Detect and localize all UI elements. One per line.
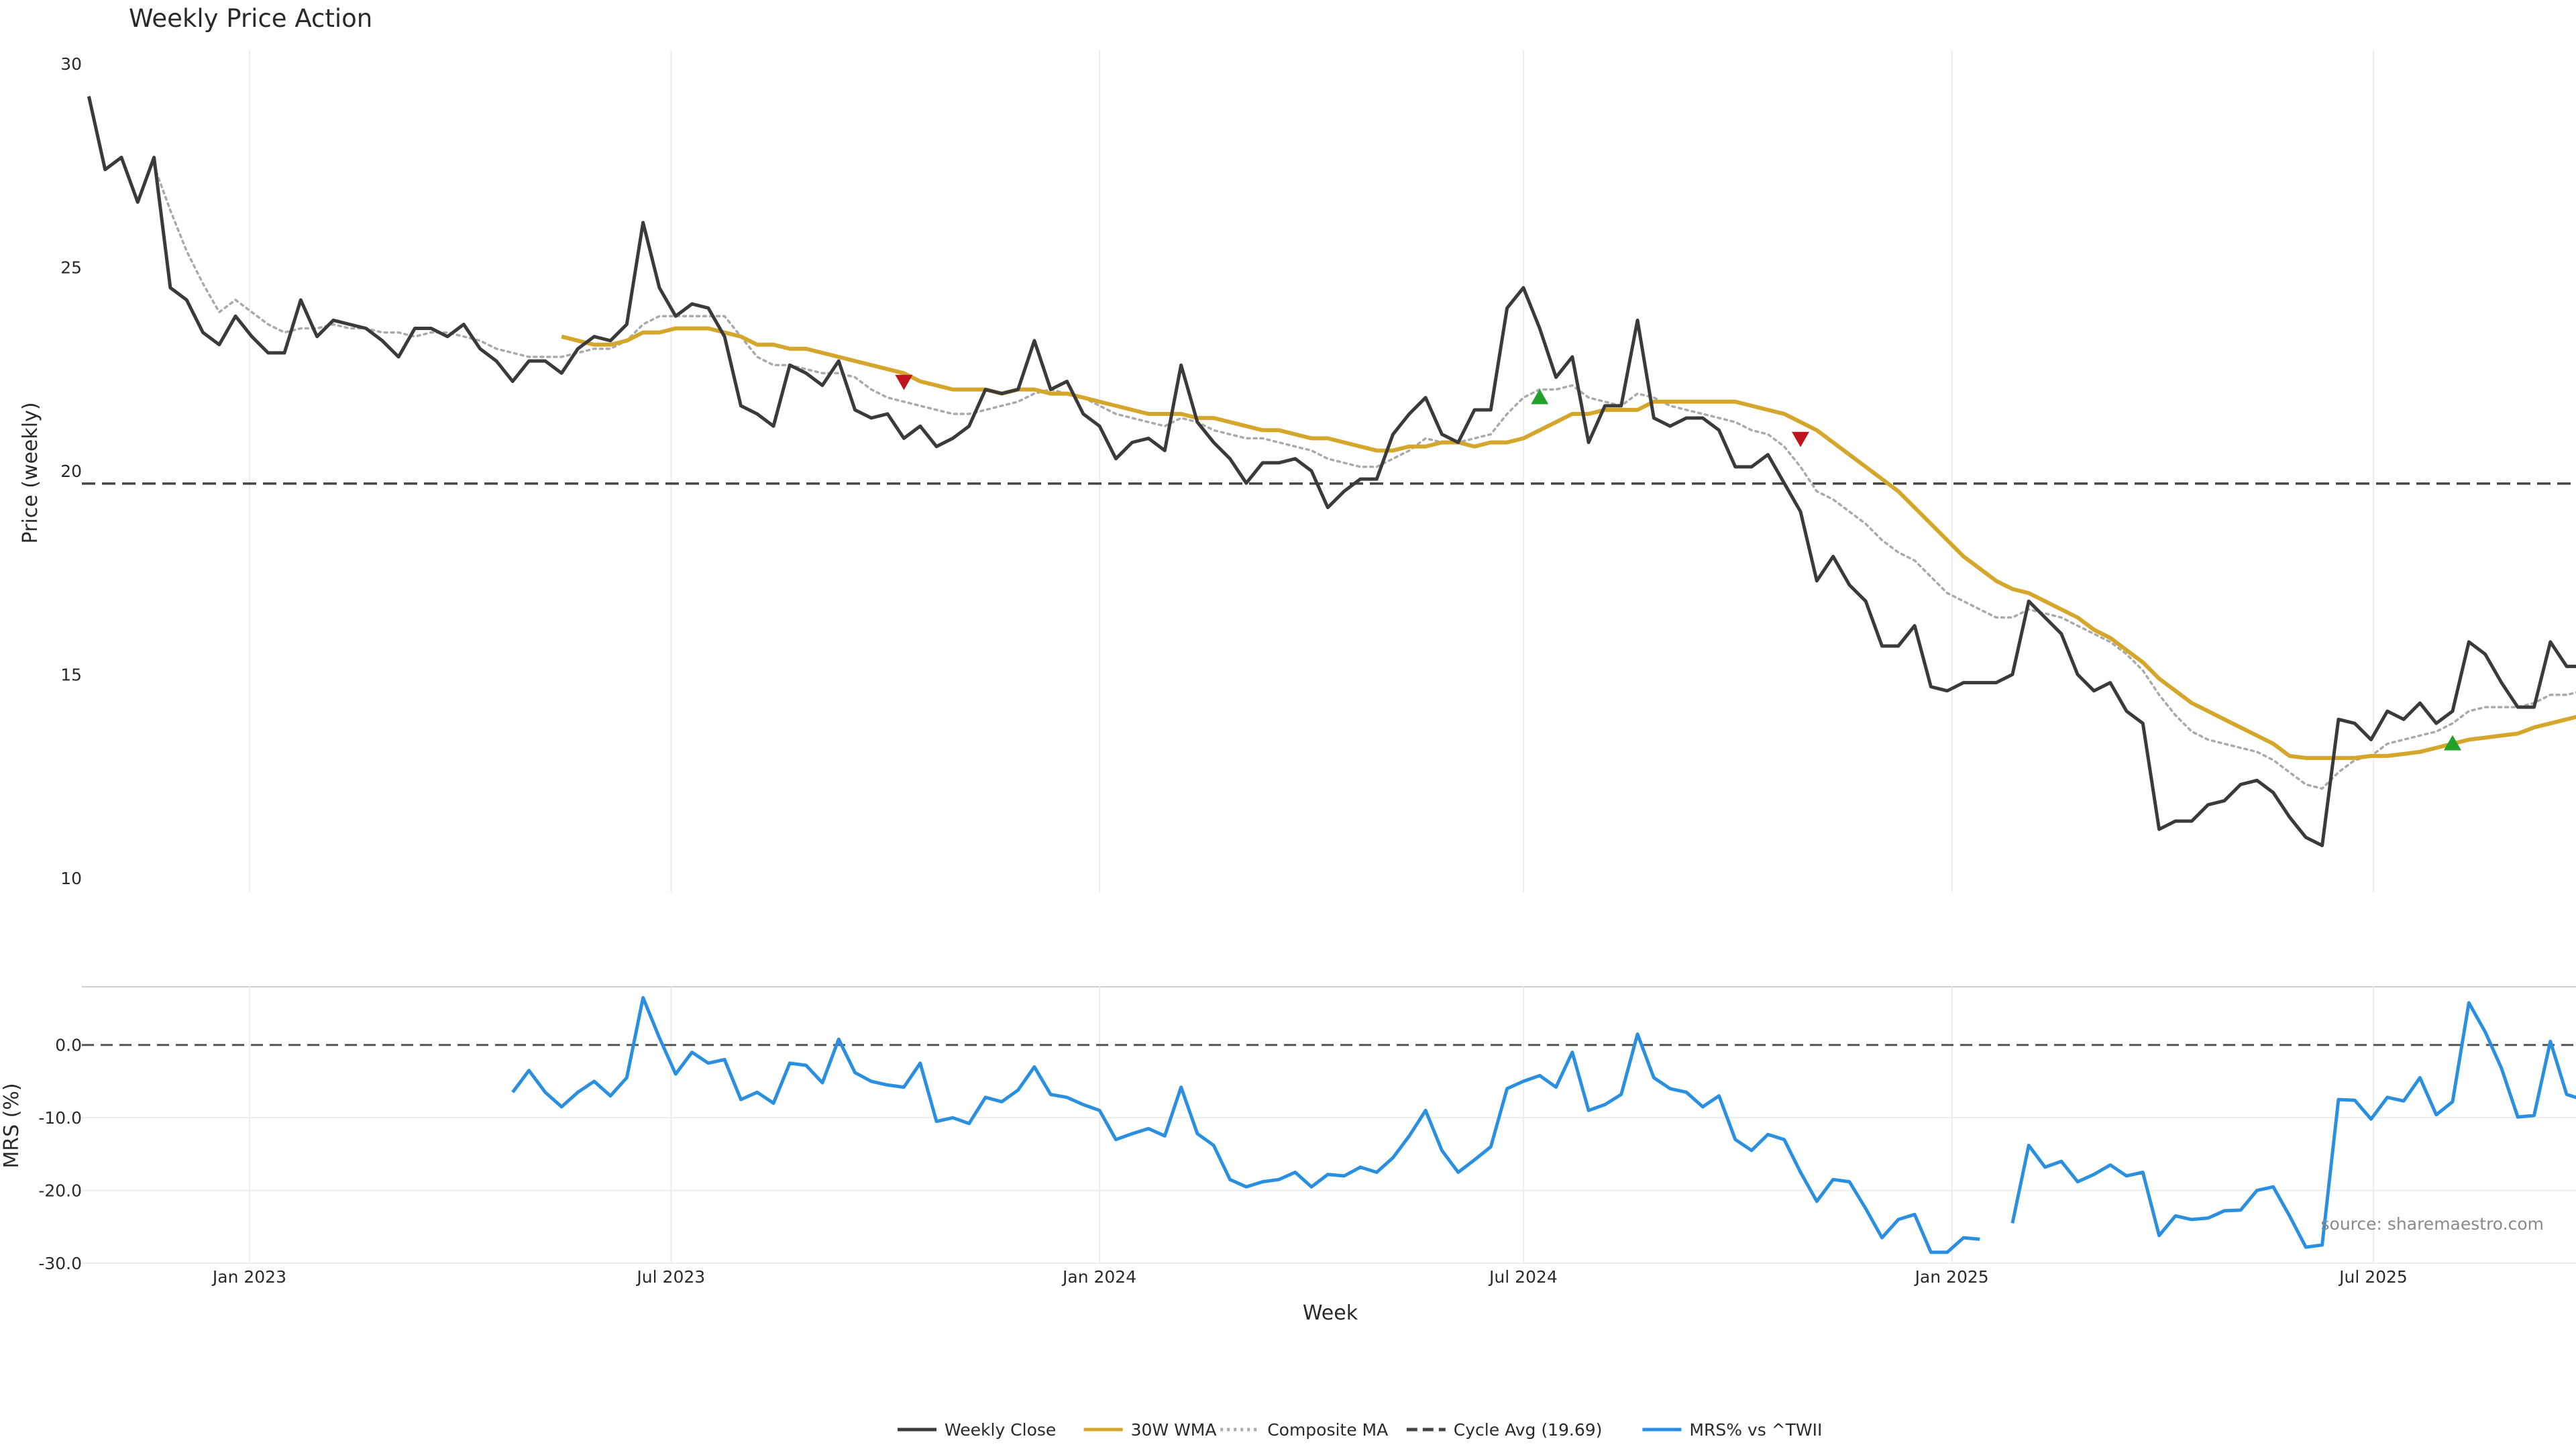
x-tick-label: Jul 2025	[2338, 1267, 2408, 1287]
price-y-tick-label: 15	[60, 665, 82, 685]
mrs-y-tick-label: 0.0	[55, 1036, 82, 1055]
mrs-y-axis-label: MRS (%)	[0, 1083, 23, 1168]
wma-30w-line	[561, 326, 2576, 760]
x-tick-label: Jul 2023	[635, 1267, 705, 1287]
source-label: source: sharemaestro.com	[2321, 1214, 2544, 1234]
x-tick-label: Jan 2023	[211, 1267, 286, 1287]
price-y-ticks: 10 15 20 25 30	[60, 54, 82, 888]
signal-markers	[895, 374, 2462, 751]
mrs-panel: -30.0 -20.0 -10.0 0.0 MRS (%) Jan 2023 Jul 2…	[0, 986, 2576, 1325]
buy-signal-marker	[1531, 388, 1549, 405]
mrs-series	[82, 996, 2576, 1254]
sell-signal-marker	[895, 374, 913, 390]
mrs-y-tick-label: -30.0	[38, 1254, 82, 1273]
legend-label: Composite MA	[1267, 1420, 1388, 1440]
mrs-y-tick-label: -20.0	[38, 1181, 82, 1201]
legend-label: 30W WMA	[1131, 1420, 1217, 1440]
price-gridlines	[248, 50, 2374, 892]
legend-label: MRS% vs ^TWII	[1689, 1420, 1822, 1440]
composite-ma-line	[152, 164, 2576, 790]
price-y-tick-label: 20	[60, 462, 82, 481]
price-y-axis-label: Price (weekly)	[19, 402, 42, 543]
legend-label: Cycle Avg (19.69)	[1454, 1420, 1603, 1440]
price-panel: 10 15 20 25 30 Price (weekly)	[19, 50, 2576, 892]
mrs-y-ticks: -30.0 -20.0 -10.0 0.0	[38, 1036, 82, 1273]
mrs-gridlines	[82, 987, 2576, 1264]
mrs-y-tick-label: -10.0	[38, 1108, 82, 1128]
buy-signal-marker	[2444, 735, 2462, 751]
x-axis-label: Week	[1303, 1301, 1358, 1325]
sell-signal-marker	[1791, 431, 1809, 447]
price-y-tick-label: 25	[60, 258, 82, 278]
price-y-tick-label: 10	[60, 869, 82, 888]
x-tick-label: Jan 2024	[1061, 1267, 1136, 1287]
price-y-tick-label: 30	[60, 54, 82, 74]
x-tick-label: Jan 2025	[1914, 1267, 1989, 1287]
chart-title: Weekly Price Action	[129, 4, 372, 33]
legend: Weekly Close 30W WMA Composite MA Cycle Avg…	[898, 1420, 1822, 1440]
x-tick-labels: Jan 2023 Jul 2023 Jan 2024 Jul 2024 Jan 2025…	[211, 1267, 2408, 1287]
x-tick-label: Jul 2024	[1488, 1267, 1558, 1287]
legend-label: Weekly Close	[945, 1420, 1056, 1440]
price-series	[82, 96, 2576, 847]
mrs-line	[511, 996, 2576, 1254]
weekly-close-line	[87, 96, 2576, 847]
